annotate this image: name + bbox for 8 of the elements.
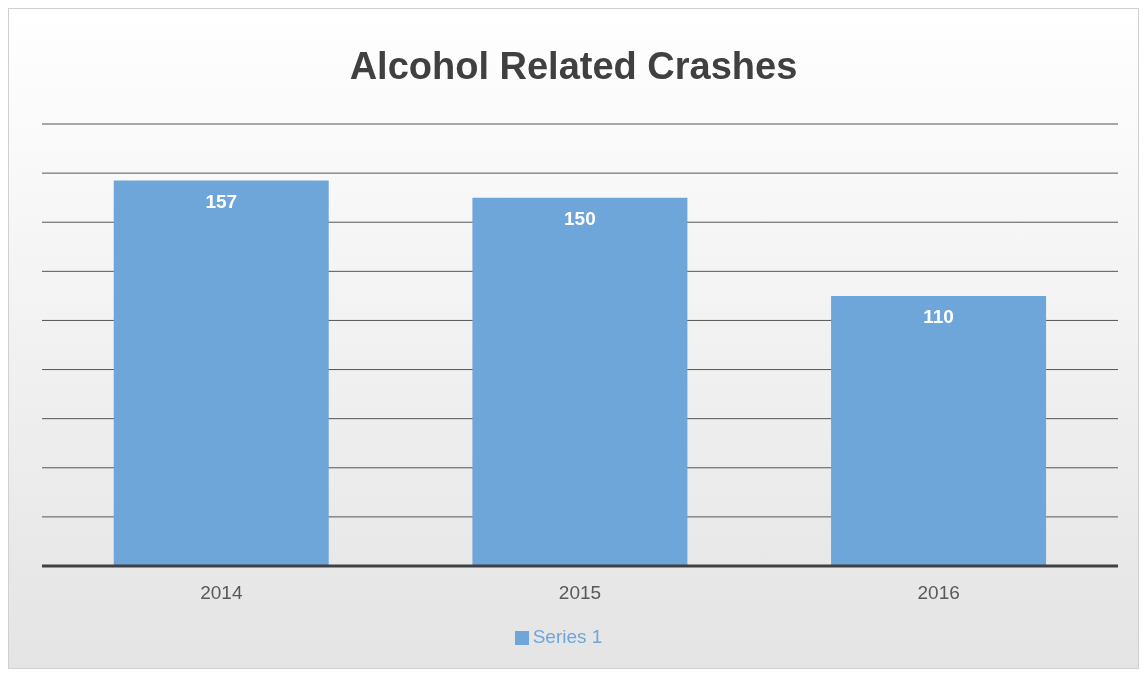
x-tick-label: 2016 <box>917 582 960 604</box>
chart-title: Alcohol Related Crashes <box>348 45 799 88</box>
data-label: 150 <box>564 208 596 230</box>
x-tick-label: 2015 <box>558 582 602 604</box>
legend-label: Series 1 <box>532 626 603 647</box>
data-label: 110 <box>923 306 954 328</box>
data-label: 157 <box>205 190 238 212</box>
x-tick-label: 2014 <box>200 582 243 604</box>
